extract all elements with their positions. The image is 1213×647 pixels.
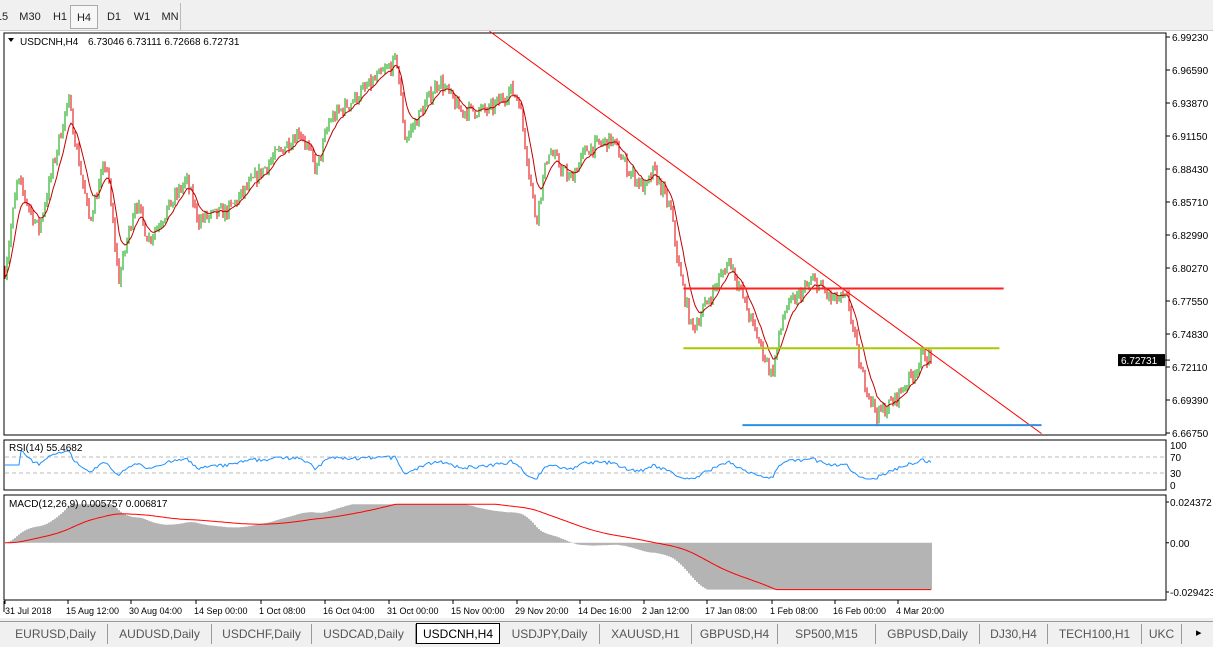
trendline <box>489 30 1042 435</box>
chart-tab[interactable]: XAUUSD,H1 <box>600 624 692 644</box>
chart-tab[interactable]: SP500,M15 <box>778 624 876 644</box>
chart-tab[interactable]: GBPUSD,Daily <box>876 624 980 644</box>
chart-window[interactable]: 6.99230 6.96590 6.93870 6.91150 6.88430 6.857… <box>0 30 1213 618</box>
chart-tab[interactable]: USDCHF,Daily <box>212 624 312 644</box>
chart-tab[interactable]: AUDUSD,Daily <box>108 624 212 644</box>
chart-tab[interactable]: USDJPY,Daily <box>500 624 600 644</box>
date-tick-label: 14 Sep 00:00 <box>194 606 248 616</box>
chart-header-ohlc: 6.73046 6.73111 6.72668 6.72731 <box>88 37 240 48</box>
date-tick-label: 15 Nov 00:00 <box>451 606 505 616</box>
tab-scroll-right-icon[interactable]: ▸ <box>1196 627 1202 639</box>
price-tick-label: 6.99230 <box>1172 33 1209 44</box>
date-tick-label: 29 Nov 20:00 <box>515 606 569 616</box>
price-tick-label: 6.77550 <box>1172 297 1209 308</box>
chart-tab[interactable]: UKC <box>1142 624 1182 644</box>
date-tick-label: 31 Oct 00:00 <box>387 606 439 616</box>
current-price-badge <box>1118 354 1165 367</box>
rsi-line <box>5 450 932 480</box>
dropdown-triangle-icon[interactable] <box>8 38 14 42</box>
moving-average-line <box>4 64 932 408</box>
timeframe-15[interactable]: 15 <box>0 11 9 23</box>
timeframe-w1[interactable]: W1 <box>133 11 151 23</box>
date-tick-label: 2 Jan 12:00 <box>642 606 689 616</box>
date-tick-label: 16 Oct 04:00 <box>323 606 375 616</box>
price-tick-label: 6.66750 <box>1172 429 1209 440</box>
current-price-label: 6.72731 <box>1121 356 1158 367</box>
price-tick-label: 6.96590 <box>1172 66 1209 77</box>
rsi-tick-label: 0 <box>1170 481 1176 492</box>
price-tick-label: 6.93870 <box>1172 99 1209 110</box>
date-tick-label: 15 Aug 12:00 <box>66 606 119 616</box>
date-tick-label: 30 Aug 04:00 <box>129 606 182 616</box>
chart-tab[interactable]: DJ30,H4 <box>980 624 1048 644</box>
main-chart-panel <box>3 32 1167 436</box>
date-tick-label: 14 Dec 16:00 <box>578 606 632 616</box>
rsi-label: RSI(14) 55.4682 <box>9 443 83 454</box>
price-tick-label: 6.69390 <box>1172 396 1209 407</box>
chart-tab[interactable]: EURUSD,Daily <box>4 624 108 644</box>
rsi-panel <box>3 439 1167 491</box>
date-tick-label: 31 Jul 2018 <box>5 606 52 616</box>
date-tick-label: 16 Feb 00:00 <box>833 606 886 616</box>
price-tick-label: 6.88430 <box>1172 165 1209 176</box>
chart-tabs: EURUSD,Daily AUDUSD,Daily USDCHF,Daily USDC… <box>0 621 1213 647</box>
toolbar-divider <box>180 3 181 30</box>
chart-tab[interactable]: GBPUSD,H4 <box>692 624 778 644</box>
timeframe-m30[interactable]: M30 <box>19 11 41 23</box>
price-tick-label: 6.72110 <box>1172 363 1208 374</box>
timeframe-mn[interactable]: MN <box>161 11 179 23</box>
rsi-tick-label: 70 <box>1170 453 1182 464</box>
date-tick-label: 4 Mar 20:00 <box>896 606 944 616</box>
price-tick-label: 6.80270 <box>1172 264 1209 275</box>
macd-label: MACD(12,26,9) 0.005757 0.006817 <box>9 499 168 510</box>
chart-tab[interactable]: USDCAD,Daily <box>312 624 416 644</box>
macd-tick-label: -0.029423 <box>1170 588 1213 599</box>
macd-tick-label: 0.00 <box>1170 539 1190 550</box>
price-tick-label: 6.82990 <box>1172 231 1209 242</box>
macd-tick-label: 0.024372 <box>1170 498 1212 509</box>
chart-canvas[interactable]: 6.99230 6.96590 6.93870 6.91150 6.88430 6.857… <box>0 30 1213 618</box>
timeframe-h4[interactable]: H4 <box>70 5 98 29</box>
price-tick-label: 6.74830 <box>1172 330 1209 341</box>
date-tick-label: 1 Oct 08:00 <box>259 606 306 616</box>
rsi-tick-label: 30 <box>1170 469 1182 480</box>
macd-signal-line <box>5 503 931 591</box>
chart-header-symbol: USDCNH,H4 <box>20 37 79 48</box>
price-tick-label: 6.85710 <box>1172 198 1209 209</box>
rsi-tick-label: 100 <box>1170 441 1187 452</box>
price-tick-label: 6.91150 <box>1172 132 1208 143</box>
chart-tab[interactable]: TECH100,H1 <box>1048 624 1142 644</box>
timeframe-d1[interactable]: D1 <box>106 11 122 23</box>
date-tick-label: 17 Jan 08:00 <box>705 606 757 616</box>
timeframe-h1[interactable]: H1 <box>52 11 68 23</box>
chart-tab[interactable]: USDCNH,H4 <box>416 623 500 644</box>
macd-panel <box>3 494 1167 601</box>
date-tick-label: 1 Feb 08:00 <box>770 606 818 616</box>
